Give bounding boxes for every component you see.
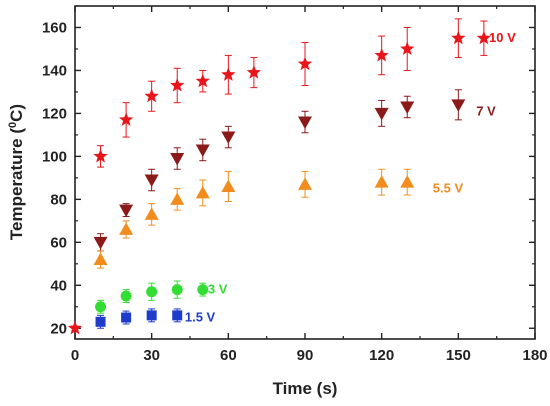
y-tick-label: 20 [50, 320, 67, 337]
data-point [93, 148, 108, 163]
data-point [297, 56, 313, 71]
data-point [195, 144, 210, 157]
data-point [476, 30, 492, 45]
data-point [400, 41, 415, 56]
y-tick-label: 80 [50, 191, 67, 208]
y-tick-label: 100 [42, 148, 67, 165]
data-point [95, 316, 106, 327]
data-point [221, 131, 236, 145]
data-point [374, 47, 389, 62]
series-labels: 10 V 7 V 5.5 V 3 V 1.5 V [185, 30, 516, 324]
y-axis-label-main: Temperature ( [7, 128, 26, 240]
series-label: 1.5 V [185, 310, 216, 325]
data-point [374, 175, 389, 188]
series-5-5-v [93, 168, 415, 269]
x-tick-label: 30 [143, 347, 160, 364]
y-axis-label: Temperature (0C) [7, 104, 26, 240]
data-point [118, 112, 134, 126]
data-point [93, 236, 108, 250]
x-axis-label: Time (s) [273, 379, 338, 398]
data-point [170, 153, 185, 166]
data-point [120, 290, 132, 302]
data-point [246, 65, 262, 79]
y-tick-label: 160 [42, 19, 67, 36]
data-point [298, 177, 312, 190]
x-tick-label: 0 [71, 347, 79, 364]
axis-ticks: 0 30 60 90 120 150 180 20 40 60 80 100 120 140 160 [42, 6, 548, 364]
series-7-v [93, 89, 466, 252]
data-point [400, 175, 415, 188]
x-tick-label: 60 [220, 347, 237, 364]
data-point [195, 185, 210, 199]
data-point [172, 310, 183, 321]
y-tick-label: 40 [50, 277, 67, 294]
data-point [121, 312, 132, 323]
data-point [93, 252, 108, 266]
data-point [400, 101, 415, 114]
data-point [451, 30, 466, 45]
data-point [144, 207, 159, 220]
data-point [144, 174, 159, 188]
y-tick-label: 140 [42, 62, 67, 79]
series-label: 10 V [489, 30, 516, 45]
x-tick-label: 180 [522, 347, 547, 364]
y-tick-label: 60 [50, 234, 67, 251]
y-axis-label-sup: 0 [7, 122, 19, 128]
series-label: 5.5 V [433, 181, 464, 196]
x-tick-label: 90 [297, 347, 314, 364]
data-point [374, 107, 389, 121]
data-point [171, 284, 183, 296]
series-10-v [67, 18, 492, 335]
data-point [197, 284, 209, 296]
data-point [144, 88, 159, 103]
data-point [170, 192, 185, 205]
data-point [451, 99, 466, 112]
series-1-5-v [95, 308, 183, 329]
data-point [170, 77, 185, 92]
y-tick-label: 120 [42, 105, 67, 122]
data-point [119, 204, 134, 218]
data-point [221, 67, 236, 81]
x-tick-label: 120 [369, 347, 394, 364]
series-layer [67, 18, 492, 335]
data-point [298, 116, 312, 130]
data-point [146, 310, 157, 321]
x-tick-label: 150 [446, 347, 471, 364]
data-point [95, 301, 107, 313]
data-point [221, 179, 236, 192]
data-point [146, 286, 158, 298]
y-axis-label-tail: C) [7, 104, 26, 122]
data-point [195, 73, 210, 88]
data-point [119, 222, 134, 235]
data-point [67, 320, 83, 335]
series-3-v [95, 280, 209, 314]
series-label: 3 V [208, 282, 228, 297]
series-label: 7 V [476, 103, 496, 118]
